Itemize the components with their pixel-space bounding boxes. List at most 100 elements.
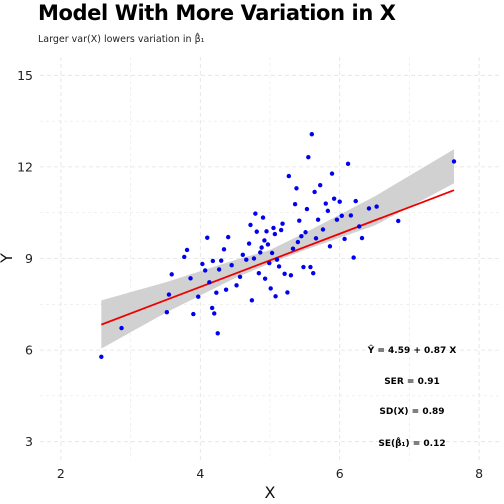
data-point xyxy=(329,171,335,176)
data-point xyxy=(351,255,356,260)
data-point xyxy=(119,325,124,331)
data-point xyxy=(276,264,282,269)
y-tick-label: 12 xyxy=(17,159,33,174)
data-point xyxy=(280,221,285,226)
data-point xyxy=(265,242,271,247)
data-point xyxy=(262,276,268,281)
data-point xyxy=(285,290,290,295)
data-point xyxy=(359,235,365,241)
data-point xyxy=(249,298,255,303)
data-point xyxy=(262,238,267,243)
data-point xyxy=(216,267,222,272)
data-point xyxy=(327,244,333,249)
data-point xyxy=(331,196,337,201)
data-point xyxy=(339,213,344,218)
data-point xyxy=(267,260,272,266)
data-point xyxy=(244,257,249,262)
data-point xyxy=(299,234,304,239)
data-point xyxy=(210,258,216,264)
y-axis-ticks: 3 6 9 12 15 xyxy=(17,68,33,449)
data-point xyxy=(325,208,331,214)
data-point xyxy=(259,245,264,250)
data-point xyxy=(268,286,273,291)
data-point xyxy=(196,294,201,299)
x-tick-label: 2 xyxy=(57,466,65,481)
data-point xyxy=(164,310,170,315)
data-point xyxy=(334,217,340,222)
data-point xyxy=(294,186,299,191)
data-point xyxy=(286,173,292,179)
y-axis-label: Y xyxy=(0,253,16,264)
data-point xyxy=(292,201,298,207)
data-point xyxy=(200,261,205,267)
x-tick-label: 8 xyxy=(475,466,483,481)
annotation-text: SD(X) = 0.89 xyxy=(379,407,444,417)
x-tick-label: 4 xyxy=(196,466,204,481)
data-point xyxy=(320,227,326,232)
data-point xyxy=(99,354,104,360)
data-point xyxy=(202,268,208,273)
data-point xyxy=(214,290,219,295)
chart-title: Model With More Variation in X xyxy=(38,1,396,25)
confidence-band-area xyxy=(101,149,454,349)
data-point xyxy=(303,230,308,235)
data-point xyxy=(278,227,284,233)
data-point xyxy=(323,201,328,206)
data-point xyxy=(169,272,174,277)
annotation-text: SE(β̂₁) = 0.12 xyxy=(378,436,445,449)
data-point xyxy=(295,239,301,245)
data-point xyxy=(366,206,372,211)
annotation-text: Ŷ = 4.59 + 0.87 X xyxy=(367,344,457,356)
y-tick-label: 6 xyxy=(25,343,33,358)
data-point xyxy=(297,218,302,223)
data-point xyxy=(207,280,212,285)
data-point xyxy=(237,274,243,280)
data-point xyxy=(229,263,234,268)
data-point xyxy=(260,215,266,220)
data-point xyxy=(205,235,210,240)
data-point xyxy=(308,264,313,270)
data-point xyxy=(191,311,196,317)
data-point xyxy=(234,283,239,288)
data-point xyxy=(188,276,193,281)
data-point xyxy=(271,225,276,231)
annotation-text: SER = 0.91 xyxy=(384,377,440,387)
data-point xyxy=(253,211,258,216)
data-point xyxy=(313,236,319,241)
data-point xyxy=(304,206,310,212)
data-point xyxy=(288,273,294,278)
data-point xyxy=(219,258,224,263)
fit-line xyxy=(101,189,455,326)
data-point xyxy=(248,222,253,228)
data-point xyxy=(301,264,306,270)
data-point xyxy=(272,231,278,237)
data-point xyxy=(290,246,296,251)
x-tick-label: 6 xyxy=(336,466,344,481)
grid xyxy=(40,57,500,460)
data-point xyxy=(315,217,321,222)
data-point xyxy=(215,331,220,336)
y-tick-label: 3 xyxy=(25,434,33,449)
data-point xyxy=(312,189,317,195)
data-point xyxy=(184,247,190,253)
data-point xyxy=(309,132,315,137)
data-point xyxy=(264,229,269,234)
data-point xyxy=(353,198,358,204)
data-point xyxy=(251,256,257,261)
chart-subtitle: Larger var(X) lowers variation in β̂₁ xyxy=(38,32,205,45)
data-point xyxy=(212,311,217,316)
data-point xyxy=(317,183,323,188)
confidence-band xyxy=(101,149,454,349)
data-point xyxy=(345,161,351,167)
data-point xyxy=(240,252,246,258)
data-point xyxy=(311,270,316,276)
y-tick-label: 9 xyxy=(25,251,33,266)
data-point xyxy=(342,236,347,242)
data-point xyxy=(374,204,379,209)
data-point xyxy=(258,250,263,255)
data-point xyxy=(357,224,362,229)
fit-line-group xyxy=(101,189,455,326)
data-point xyxy=(306,154,311,160)
data-point xyxy=(246,241,252,246)
